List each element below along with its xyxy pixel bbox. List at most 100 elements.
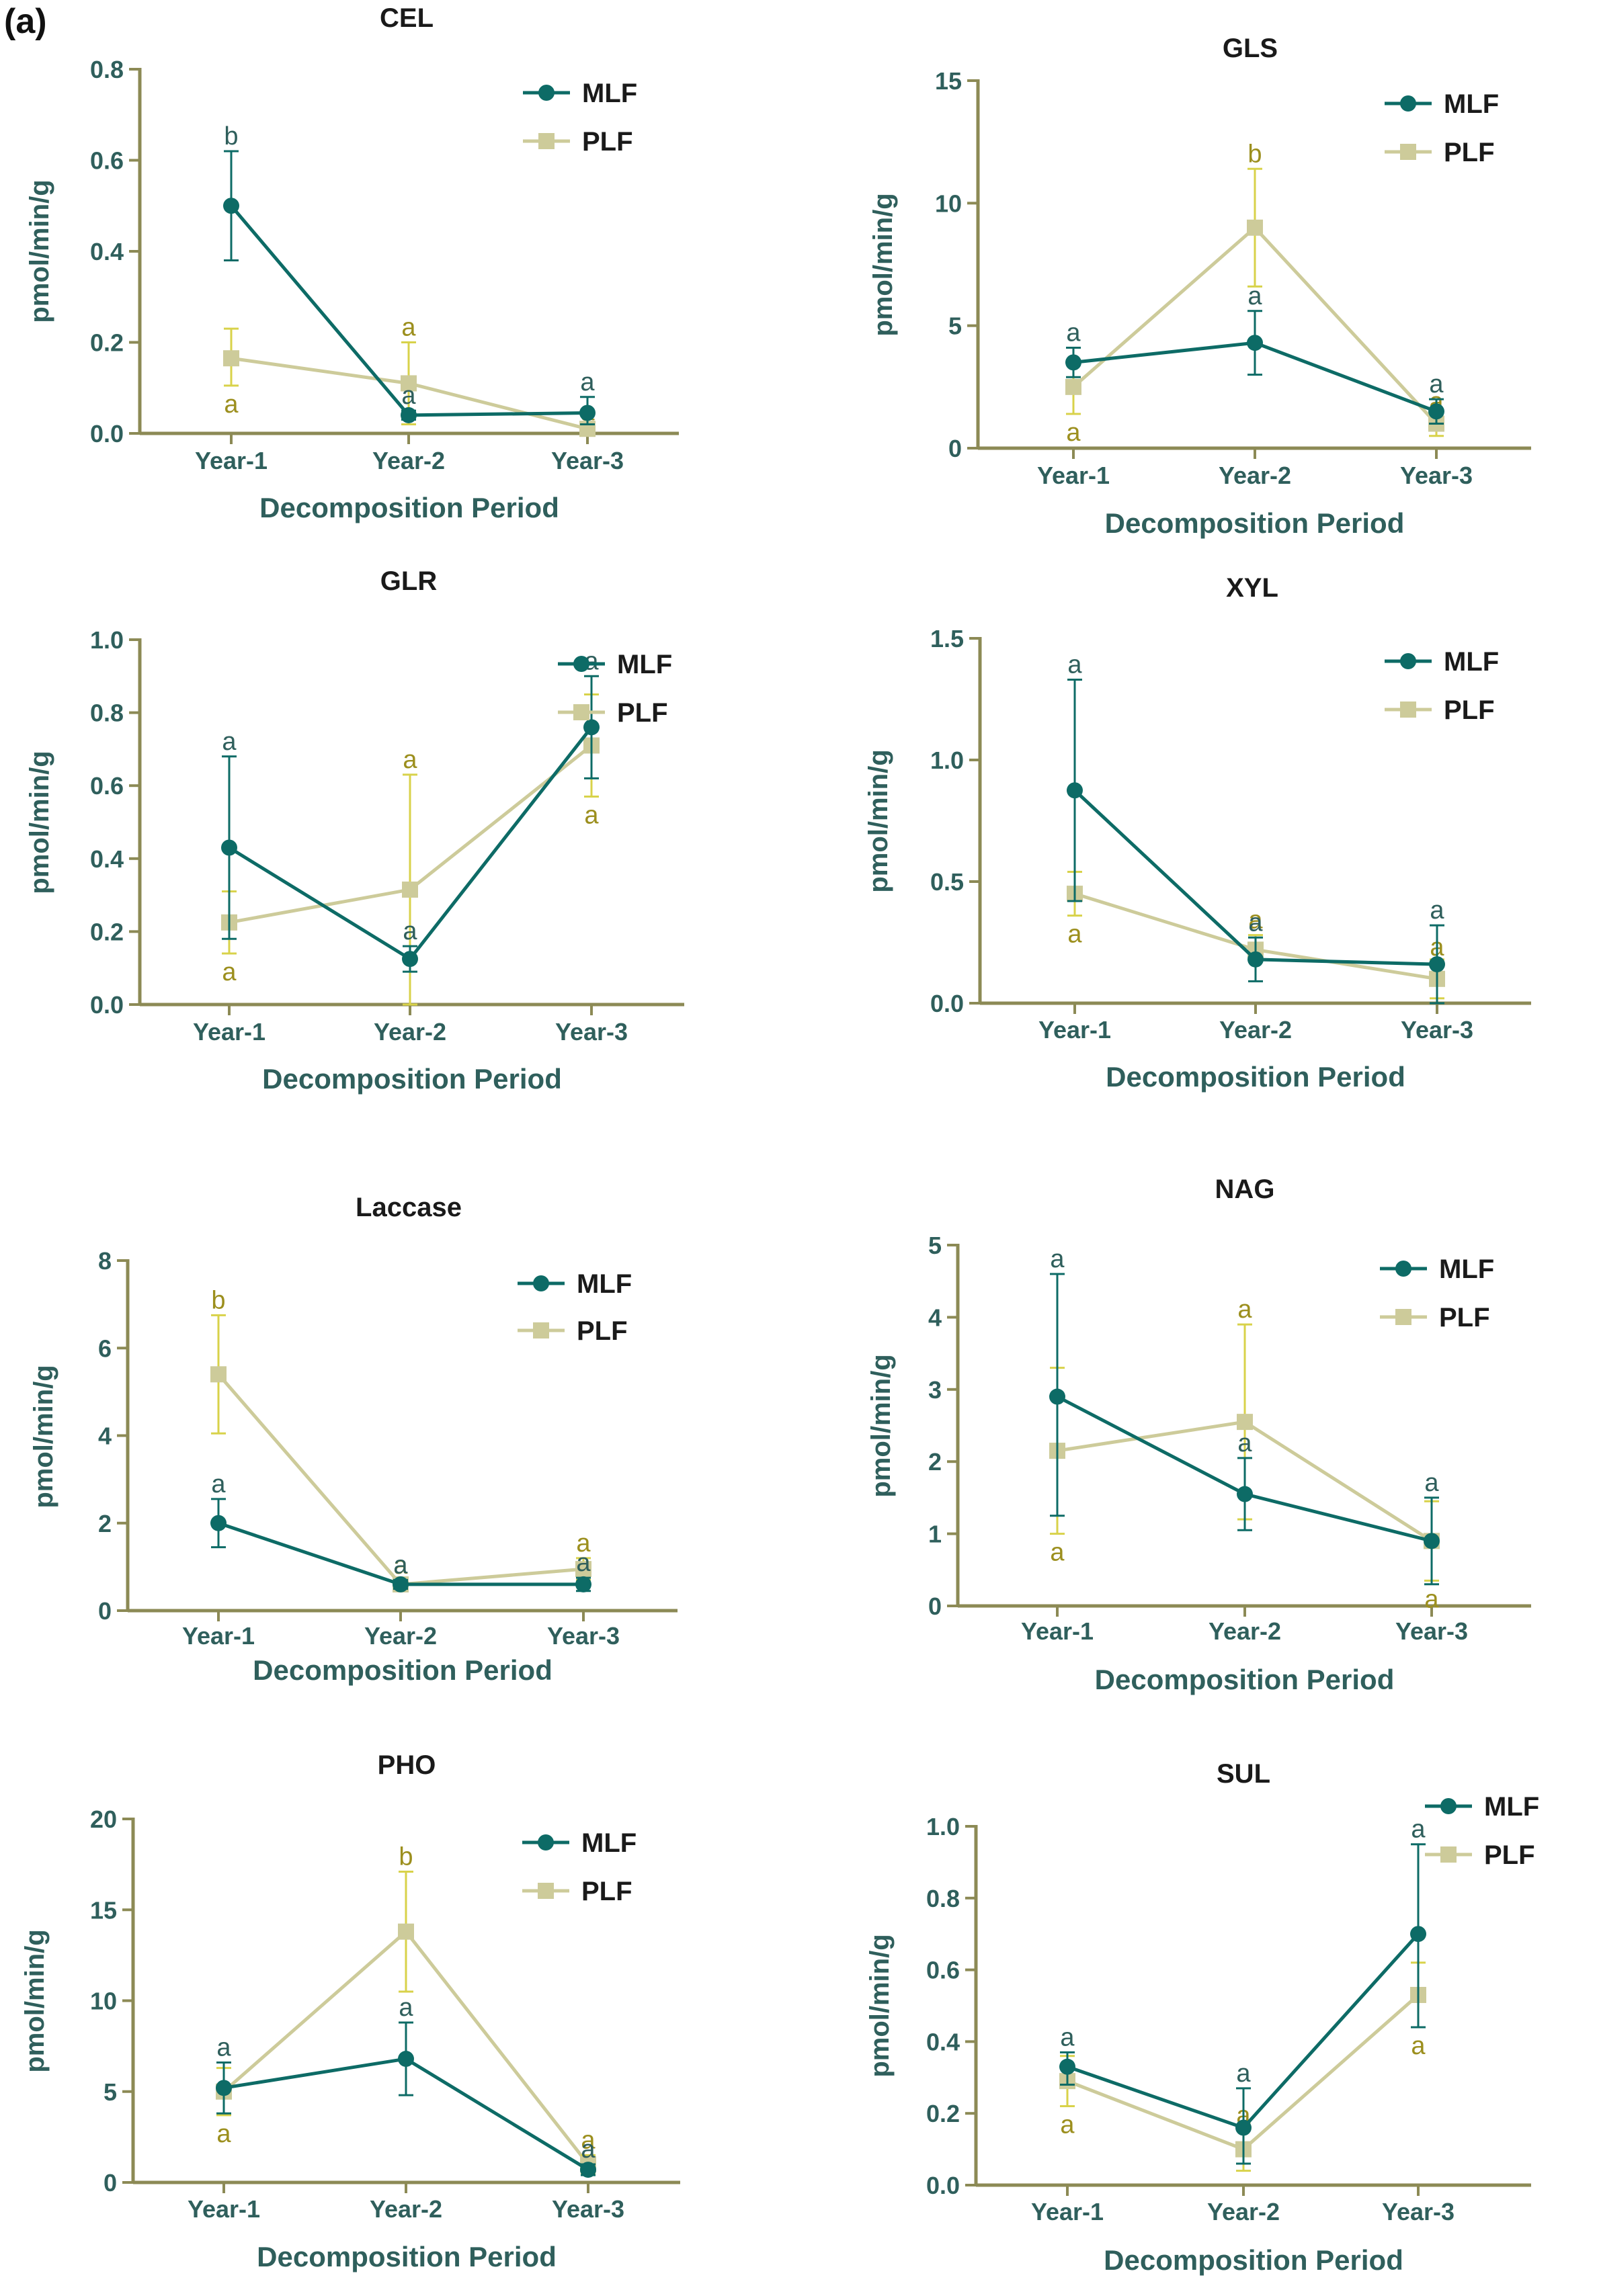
y-tick-label: 10 bbox=[935, 189, 962, 217]
y-tick-label: 1.5 bbox=[930, 625, 964, 652]
significance-letter: a bbox=[576, 1549, 591, 1577]
legend-plf-marker bbox=[538, 133, 555, 149]
y-tick-label: 1.0 bbox=[90, 626, 124, 654]
y-axis-label: pmol/min/g bbox=[25, 751, 54, 894]
x-tick-label: Year-3 bbox=[1382, 2198, 1455, 2225]
legend-mlf-marker bbox=[1400, 653, 1416, 669]
legend-mlf-label: MLF bbox=[617, 650, 672, 679]
mlf-point bbox=[579, 405, 596, 421]
y-tick-label: 5 bbox=[104, 2078, 117, 2106]
x-axis-label: Decomposition Period bbox=[1104, 2244, 1403, 2276]
significance-letter: a bbox=[403, 746, 417, 774]
chart-panel-xyl: XYL 0.0 0.5 1.0 1.5 Year-1 Year-2 Year-3 Decompo… bbox=[864, 573, 1531, 1093]
significance-letter: a bbox=[581, 2126, 596, 2154]
significance-letter: a bbox=[576, 1529, 591, 1558]
chart-panel-glr: GLR 0.0 0.2 0.4 0.6 0.8 1.0 Year-1 Year-2 Year-3 D… bbox=[25, 566, 684, 1095]
y-tick-label: 15 bbox=[935, 67, 962, 95]
x-tick-label: Year-1 bbox=[195, 447, 268, 474]
significance-letter: a bbox=[224, 390, 239, 419]
plf-point bbox=[1247, 219, 1263, 236]
mlf-point bbox=[401, 407, 417, 423]
chart-title: GLR bbox=[380, 566, 438, 596]
x-tick-label: Year-1 bbox=[1021, 1617, 1094, 1645]
x-tick-label: Year-1 bbox=[193, 1018, 265, 1046]
legend-plf-label: PLF bbox=[1444, 138, 1495, 167]
plf-point bbox=[398, 1923, 414, 1940]
significance-letter: a bbox=[393, 1551, 408, 1579]
mlf-point bbox=[216, 2080, 232, 2096]
y-tick-label: 0.8 bbox=[90, 56, 124, 83]
legend-plf-label: PLF bbox=[1439, 1303, 1490, 1332]
mlf-point bbox=[1410, 1926, 1426, 1943]
significance-letter: a bbox=[584, 647, 599, 675]
significance-letter: a bbox=[211, 1470, 226, 1498]
legend-mlf-label: MLF bbox=[577, 1269, 632, 1299]
significance-letter: a bbox=[1060, 2111, 1075, 2139]
x-tick-label: Year-2 bbox=[1209, 1617, 1281, 1645]
chart-title: Laccase bbox=[356, 1193, 462, 1222]
chart-title: XYL bbox=[1226, 573, 1278, 603]
y-tick-label: 3 bbox=[928, 1376, 942, 1404]
x-axis-label: Decomposition Period bbox=[262, 1063, 562, 1095]
y-axis-label: pmol/min/g bbox=[864, 749, 893, 892]
legend: MLF PLF bbox=[1385, 647, 1499, 725]
y-tick-label: 0.6 bbox=[926, 1957, 960, 1984]
significance-letter: a bbox=[1248, 908, 1263, 937]
significance-letter: a bbox=[1237, 1295, 1252, 1324]
chart-panel-laccase: Laccase 0 2 4 6 8 Year-1 Year-2 Year-3 Decomposit… bbox=[29, 1193, 678, 1686]
significance-letter: a bbox=[222, 728, 237, 756]
legend: MLF PLF bbox=[1385, 89, 1499, 167]
x-tick-label: Year-1 bbox=[1038, 1016, 1111, 1044]
significance-letter: a bbox=[401, 314, 416, 342]
y-tick-label: 0 bbox=[928, 1592, 942, 1620]
x-tick-label: Year-2 bbox=[364, 1622, 437, 1650]
significance-letter: a bbox=[1424, 1585, 1439, 1613]
y-tick-label: 4 bbox=[928, 1304, 942, 1331]
legend-mlf-label: MLF bbox=[582, 79, 637, 108]
legend: MLF PLF bbox=[523, 79, 637, 157]
mlf-point bbox=[221, 839, 237, 856]
x-tick-label: Year-2 bbox=[1219, 1016, 1292, 1044]
y-tick-label: 15 bbox=[90, 1896, 117, 1924]
significance-letter: a bbox=[1411, 2032, 1426, 2060]
mlf-point bbox=[1428, 403, 1444, 420]
legend-mlf-label: MLF bbox=[581, 1828, 637, 1858]
x-tick-label: Year-1 bbox=[1031, 2198, 1104, 2225]
legend-plf-marker bbox=[1395, 1309, 1411, 1325]
chart-panel-sul: SUL 0.0 0.2 0.4 0.6 0.8 1.0 Year-1 Year-2 Year-3 D… bbox=[865, 1759, 1539, 2276]
chart-panel-pho: PHO 0 5 10 15 20 Year-1 Year-2 Year-3 Decompositi… bbox=[20, 1750, 680, 2272]
x-axis-label: Decomposition Period bbox=[257, 2241, 557, 2272]
mlf-point bbox=[1059, 2058, 1075, 2075]
significance-letter: a bbox=[1050, 1539, 1065, 1567]
y-tick-label: 5 bbox=[948, 312, 962, 340]
y-axis-label: pmol/min/g bbox=[25, 179, 54, 323]
chart-panel-nag: NAG 0 1 2 3 4 5 Year-1 Year-2 Year-3Decomposition… bbox=[866, 1175, 1531, 1695]
legend-mlf-marker bbox=[533, 1275, 549, 1291]
plf-point bbox=[401, 375, 417, 392]
y-axis-label: pmol/min/g bbox=[868, 193, 898, 336]
significance-letter: a bbox=[1424, 1469, 1439, 1497]
mlf-point bbox=[1235, 2119, 1252, 2136]
x-axis-label: Decomposition Period bbox=[1106, 1061, 1405, 1093]
x-tick-label: Year-3 bbox=[1400, 462, 1473, 489]
significance-letter: a bbox=[1060, 2023, 1075, 2051]
plf-point bbox=[210, 1366, 227, 1383]
significance-letter: a bbox=[1430, 896, 1444, 925]
legend: MLF PLF bbox=[518, 1269, 632, 1346]
significance-letter: a bbox=[1247, 282, 1262, 310]
significance-letter: a bbox=[399, 1994, 413, 2022]
mlf-point bbox=[1424, 1533, 1440, 1549]
significance-letter: b bbox=[224, 122, 238, 151]
significance-letter: a bbox=[403, 917, 417, 945]
mlf-point bbox=[583, 719, 600, 736]
mlf-point bbox=[1247, 335, 1263, 351]
significance-letter: a bbox=[222, 958, 237, 986]
x-tick-label: Year-2 bbox=[370, 2195, 442, 2223]
y-tick-label: 2 bbox=[928, 1448, 942, 1476]
legend: MLF PLF bbox=[522, 1828, 637, 1906]
mlf-series: a a a bbox=[1065, 282, 1444, 425]
plf-point bbox=[223, 350, 239, 367]
legend: MLF PLF bbox=[558, 650, 672, 728]
plf-point bbox=[1237, 1414, 1253, 1431]
